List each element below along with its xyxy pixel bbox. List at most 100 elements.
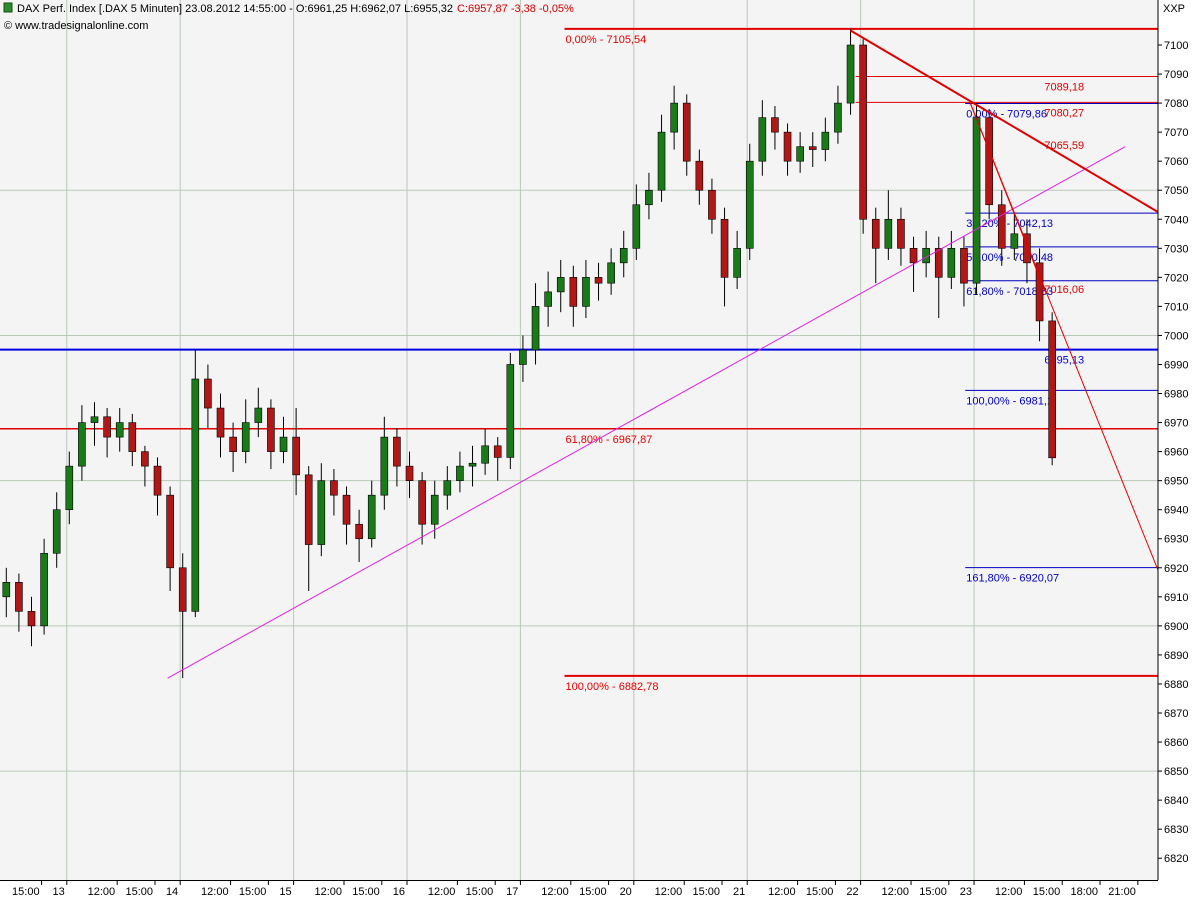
candle-body bbox=[468, 462, 477, 467]
candle-body bbox=[506, 364, 515, 458]
y-tick-label: 6820 bbox=[1164, 853, 1188, 865]
x-tick-label: 12:00 bbox=[314, 886, 342, 898]
x-tick-label: 21 bbox=[733, 886, 745, 898]
candle-body bbox=[531, 306, 540, 351]
candle-body bbox=[317, 480, 326, 545]
candle-body bbox=[846, 44, 855, 104]
chart-title: DAX Perf. Index [.DAX 5 Minuten] 23.08.2… bbox=[17, 3, 453, 15]
x-tick-label: 12:00 bbox=[995, 886, 1023, 898]
y-tick-label: 6960 bbox=[1164, 447, 1188, 459]
candle-body bbox=[90, 416, 99, 423]
candle-body bbox=[670, 102, 678, 133]
candle-body bbox=[65, 465, 74, 511]
y-tick-label: 7090 bbox=[1164, 69, 1188, 81]
level-label: 0,00% - 7105,54 bbox=[566, 34, 647, 46]
candle-body bbox=[241, 422, 250, 452]
y-tick-label: 7010 bbox=[1164, 301, 1188, 313]
candle-body bbox=[292, 436, 300, 476]
candle-body bbox=[544, 291, 552, 307]
trendlines bbox=[167, 29, 1159, 679]
x-tick-label: 22 bbox=[846, 886, 858, 898]
level-label: 161,80% - 6920,07 bbox=[966, 573, 1059, 585]
x-axis-background bbox=[0, 880, 1158, 900]
candle-body bbox=[796, 146, 804, 162]
x-tick-label: 12:00 bbox=[88, 886, 116, 898]
x-tick-label: 15:00 bbox=[466, 886, 494, 898]
y-tick-label: 7020 bbox=[1164, 272, 1188, 284]
y-axis-background bbox=[1158, 0, 1200, 900]
y-tick-label: 6840 bbox=[1164, 795, 1188, 807]
candle-body bbox=[27, 611, 36, 627]
candle-body bbox=[733, 248, 741, 278]
trendline bbox=[969, 102, 1046, 291]
candle-body bbox=[405, 465, 414, 481]
candle-body bbox=[657, 131, 666, 191]
y-tick-label: 6890 bbox=[1164, 650, 1188, 662]
quote-change: C:6957,87 -3,38 -0,05% bbox=[457, 3, 574, 15]
x-tick-label: 17 bbox=[506, 886, 518, 898]
candle-body bbox=[191, 378, 200, 612]
x-tick-label: 15:00 bbox=[125, 886, 153, 898]
candle-body bbox=[204, 378, 212, 409]
y-tick-label: 6940 bbox=[1164, 505, 1188, 517]
candle-body bbox=[1035, 262, 1044, 322]
candle-body bbox=[682, 102, 691, 162]
candle-body bbox=[493, 445, 502, 458]
candle-body bbox=[430, 494, 439, 525]
candle-body bbox=[556, 277, 565, 293]
x-tick-label: 12:00 bbox=[428, 886, 456, 898]
candle-body bbox=[808, 146, 817, 150]
candle-body bbox=[2, 582, 11, 598]
candle-body bbox=[78, 422, 86, 467]
candle-body bbox=[115, 422, 124, 438]
y-tick-label: 6930 bbox=[1164, 534, 1188, 546]
candle-body bbox=[166, 494, 174, 569]
candle-body bbox=[607, 262, 615, 284]
y-tick-label: 6880 bbox=[1164, 679, 1188, 691]
x-tick-label: 15:00 bbox=[239, 886, 267, 898]
annotation: 7016,06 bbox=[1044, 284, 1084, 296]
y-tick-label: 6860 bbox=[1164, 737, 1188, 749]
x-tick-label: 21:00 bbox=[1108, 886, 1136, 898]
candle-body bbox=[645, 189, 653, 206]
y-tick-label: 7060 bbox=[1164, 156, 1188, 168]
y-tick-label: 6980 bbox=[1164, 389, 1188, 401]
candle-body bbox=[632, 204, 641, 249]
candle-body bbox=[367, 494, 376, 540]
candle-body bbox=[569, 277, 578, 307]
level-label: 61,80% - 7018,83 bbox=[966, 286, 1053, 298]
candle-body bbox=[783, 131, 792, 162]
candle-body bbox=[985, 117, 993, 206]
candle-body bbox=[771, 117, 779, 133]
x-tick-label: 20 bbox=[620, 886, 632, 898]
y-tick-label: 7070 bbox=[1164, 127, 1188, 139]
candle-body bbox=[128, 422, 137, 452]
candle-body bbox=[141, 451, 149, 467]
y-tick-label: 6870 bbox=[1164, 708, 1188, 720]
y-tick-label: 6970 bbox=[1164, 418, 1188, 430]
x-tick-label: 15:00 bbox=[692, 886, 720, 898]
candle-body bbox=[884, 218, 893, 249]
candle-body bbox=[443, 480, 452, 496]
candle-body bbox=[481, 445, 489, 464]
x-tick-label: 12:00 bbox=[881, 886, 909, 898]
candle-body bbox=[178, 567, 187, 612]
x-tick-label: 15:00 bbox=[12, 886, 40, 898]
candle-body bbox=[418, 480, 426, 525]
candle-body bbox=[342, 494, 351, 525]
y-tick-label: 7040 bbox=[1164, 214, 1188, 226]
candle-body bbox=[745, 160, 754, 249]
x-tick-label: 15:00 bbox=[919, 886, 947, 898]
y-tick-label: 6990 bbox=[1164, 359, 1188, 371]
y-tick-label: 7030 bbox=[1164, 243, 1188, 255]
level-label: 100,00% - 6882,78 bbox=[566, 681, 659, 693]
candles bbox=[2, 29, 1056, 679]
candle-body bbox=[695, 160, 704, 191]
axes: 6820 6830 6840 6850 6860 6870 6880 6890 6900 6910… bbox=[12, 40, 1188, 898]
y-tick-label: 7000 bbox=[1164, 330, 1188, 342]
level-label: 61,80% - 6967,87 bbox=[566, 434, 653, 446]
x-tick-label: 12:00 bbox=[768, 886, 796, 898]
candle-body bbox=[279, 436, 288, 452]
